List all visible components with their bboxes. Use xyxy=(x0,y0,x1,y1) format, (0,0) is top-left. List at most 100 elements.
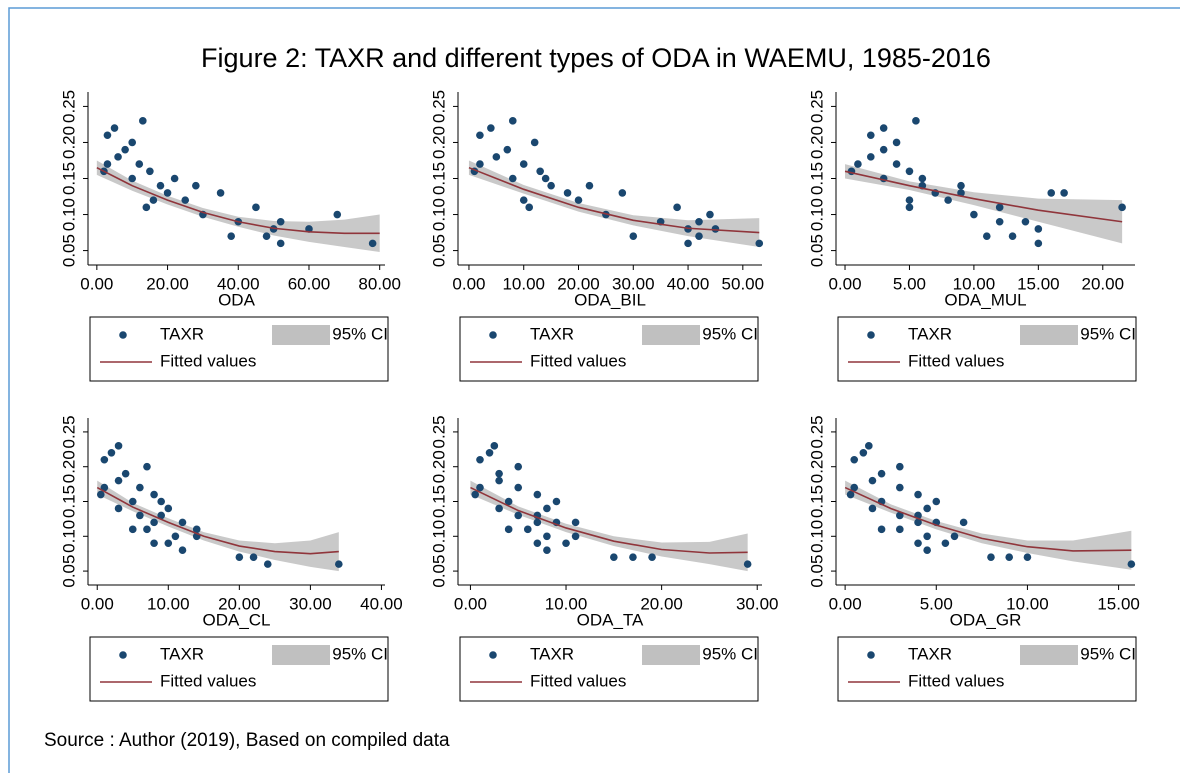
data-point xyxy=(982,232,991,240)
legend-swatch xyxy=(119,651,127,659)
data-point xyxy=(585,181,594,190)
x-tick-label: 0.00 xyxy=(80,274,113,293)
data-point xyxy=(755,239,764,248)
x-tick-label: 40.00 xyxy=(217,274,260,293)
panel: 0.00 5.00 10.00 15.00 0.05 0.10 0.15 0.20 0.25 OD… xyxy=(807,415,1140,702)
data-point xyxy=(143,525,151,534)
data-point xyxy=(107,448,116,457)
data-point xyxy=(879,145,888,154)
legend-swatch xyxy=(119,331,127,339)
panel: 0.00 10.00 20.00 30.00 0.05 0.10 0.15 0.20 0.25 O… xyxy=(429,415,779,702)
data-point xyxy=(970,210,978,219)
y-tick-label: 0.15 xyxy=(429,162,448,195)
data-point xyxy=(905,196,914,204)
data-point xyxy=(866,153,875,161)
data-point xyxy=(896,483,904,492)
data-point xyxy=(1127,560,1136,568)
y-tick-label: 0.10 xyxy=(59,520,78,553)
x-tick-label: 15.00 xyxy=(1017,274,1060,293)
x-tick-label: 5.00 xyxy=(893,274,926,293)
legend-box xyxy=(89,316,389,382)
data-point xyxy=(146,167,154,176)
data-point xyxy=(563,189,572,197)
data-point xyxy=(252,203,260,212)
legend-swatch xyxy=(867,331,875,339)
data-point xyxy=(923,546,931,555)
data-point xyxy=(508,117,517,125)
legend-box xyxy=(837,316,1137,382)
x-tick-label: 80.00 xyxy=(358,274,401,293)
data-point xyxy=(1047,189,1056,197)
data-point xyxy=(530,138,539,147)
data-point xyxy=(216,189,225,197)
fitted-line xyxy=(844,486,1132,552)
x-tick-label: 50.00 xyxy=(722,274,765,293)
data-point xyxy=(178,518,187,527)
fitted-line xyxy=(844,170,1123,223)
data-point xyxy=(103,160,112,168)
data-point xyxy=(950,532,959,541)
data-point xyxy=(525,203,534,212)
y-tick-label: 0.25 xyxy=(429,90,448,123)
data-point xyxy=(368,239,377,248)
y-tick-label: 0.15 xyxy=(59,162,78,195)
data-point xyxy=(543,504,551,513)
x-tick-label: 30.00 xyxy=(612,274,655,293)
legend-label: 95% CI xyxy=(332,644,388,663)
data-point xyxy=(854,160,862,168)
data-point xyxy=(1005,553,1014,561)
data-point xyxy=(957,181,965,190)
data-point xyxy=(1060,189,1068,197)
y-tick-label: 0.10 xyxy=(807,520,826,553)
data-point xyxy=(957,189,965,197)
data-point xyxy=(543,546,551,555)
data-point xyxy=(170,174,179,183)
x-tick-label: 30.00 xyxy=(736,594,779,613)
legend-box xyxy=(89,636,389,702)
x-tick-label: 0.00 xyxy=(81,594,114,613)
legend-swatch xyxy=(642,645,700,665)
legend-label: 95% CI xyxy=(1080,644,1136,663)
data-point xyxy=(533,518,542,527)
legend-label: Fitted values xyxy=(160,671,256,690)
data-point xyxy=(263,560,272,568)
y-tick-label: 0.20 xyxy=(59,126,78,159)
data-point xyxy=(918,174,927,183)
ci-band xyxy=(468,160,760,247)
data-point xyxy=(695,217,703,226)
data-point xyxy=(914,518,922,527)
x-tick-label: 40.00 xyxy=(360,594,403,613)
fitted-line xyxy=(96,486,339,555)
data-point xyxy=(262,232,271,240)
x-tick-label: 10.00 xyxy=(545,594,588,613)
data-point xyxy=(178,546,187,555)
data-point xyxy=(490,442,499,450)
data-point xyxy=(114,476,123,485)
data-point xyxy=(492,153,501,161)
data-point xyxy=(571,532,580,541)
y-tick-label: 0.05 xyxy=(429,234,448,267)
legend-label: Fitted values xyxy=(908,351,1004,370)
data-point xyxy=(103,131,112,140)
y-tick-label: 0.20 xyxy=(807,450,826,483)
legend-label: 95% CI xyxy=(702,324,758,343)
data-point xyxy=(508,174,517,183)
y-tick-label: 0.25 xyxy=(807,90,826,123)
data-point xyxy=(121,469,130,478)
y-tick-label: 0.25 xyxy=(59,415,78,448)
y-tick-label: 0.05 xyxy=(807,234,826,267)
x-tick-label: 60.00 xyxy=(288,274,331,293)
data-point xyxy=(1034,239,1043,248)
panel: 0.00 10.00 20.00 30.00 40.00 50.00 0.05 0.10 0.1… xyxy=(429,90,765,382)
data-point xyxy=(143,462,151,471)
data-point xyxy=(547,181,555,190)
data-point xyxy=(121,145,129,154)
data-point xyxy=(866,131,875,140)
data-point xyxy=(150,539,158,548)
data-point xyxy=(1034,225,1043,233)
x-axis-title: ODA_TA xyxy=(577,610,644,629)
data-point xyxy=(743,560,752,568)
data-point xyxy=(896,511,904,520)
data-point xyxy=(235,553,244,561)
data-point xyxy=(923,532,931,541)
